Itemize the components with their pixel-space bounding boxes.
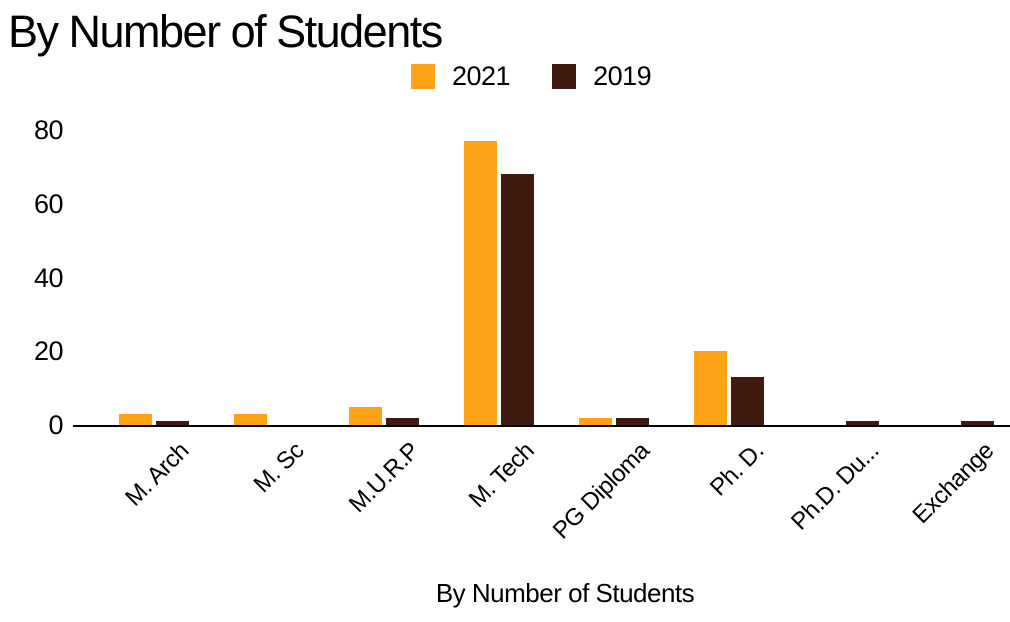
x-label-ph-d: Ph. D.	[705, 437, 770, 502]
bar-2019-m-u-r-p[interactable]	[386, 417, 419, 425]
bar-2021-pg-diploma[interactable]	[579, 417, 612, 425]
legend-item-2021[interactable]: 2021	[411, 61, 511, 91]
bar-2021-m-sc[interactable]	[234, 413, 267, 425]
x-axis-title: By Number of Students	[435, 578, 695, 608]
legend: 2021 2019	[411, 61, 652, 91]
y-tick-label-0: 0	[48, 410, 63, 440]
bar-2021-ph-d[interactable]	[694, 351, 727, 425]
x-label-exchange: Exchange	[907, 437, 1000, 530]
bar-2019-m-arch[interactable]	[156, 421, 189, 425]
x-label-m-tech: M. Tech	[463, 437, 540, 514]
bar-2021-m-u-r-p[interactable]	[349, 406, 382, 425]
x-label-m-u-r-p: M.U.R.P	[343, 437, 425, 519]
bar-2019-pg-diploma[interactable]	[616, 417, 649, 425]
y-tick-label-60: 60	[33, 188, 64, 219]
y-tick-label-80: 80	[33, 115, 64, 145]
legend-item-2019[interactable]: 2019	[552, 61, 652, 91]
bar-2019-exchange[interactable]	[961, 421, 994, 425]
bar-2021-m-arch[interactable]	[119, 413, 152, 425]
x-axis-line	[73, 425, 1010, 427]
legend-label-2021: 2021	[452, 61, 511, 91]
legend-swatch-2021-icon	[411, 64, 435, 89]
y-tick-label-20: 20	[33, 336, 64, 367]
y-tick-label-40: 40	[33, 262, 64, 293]
legend-swatch-2019-icon	[552, 64, 577, 89]
bar-2019-ph-d[interactable]	[731, 377, 764, 425]
bar-2021-m-tech[interactable]	[464, 141, 497, 425]
x-label-m-sc: M. Sc	[248, 437, 310, 498]
bar-2019-ph-d-du[interactable]	[846, 421, 879, 425]
bar-2019-m-tech[interactable]	[501, 174, 534, 425]
chart-title: By Number of Students	[8, 6, 443, 57]
x-label-ph-d-du: Ph.D. Du...	[786, 437, 885, 536]
legend-label-2019: 2019	[593, 61, 652, 91]
x-label-m-arch: M. Arch	[120, 437, 195, 512]
x-label-pg-diploma: PG Diploma	[547, 437, 655, 545]
